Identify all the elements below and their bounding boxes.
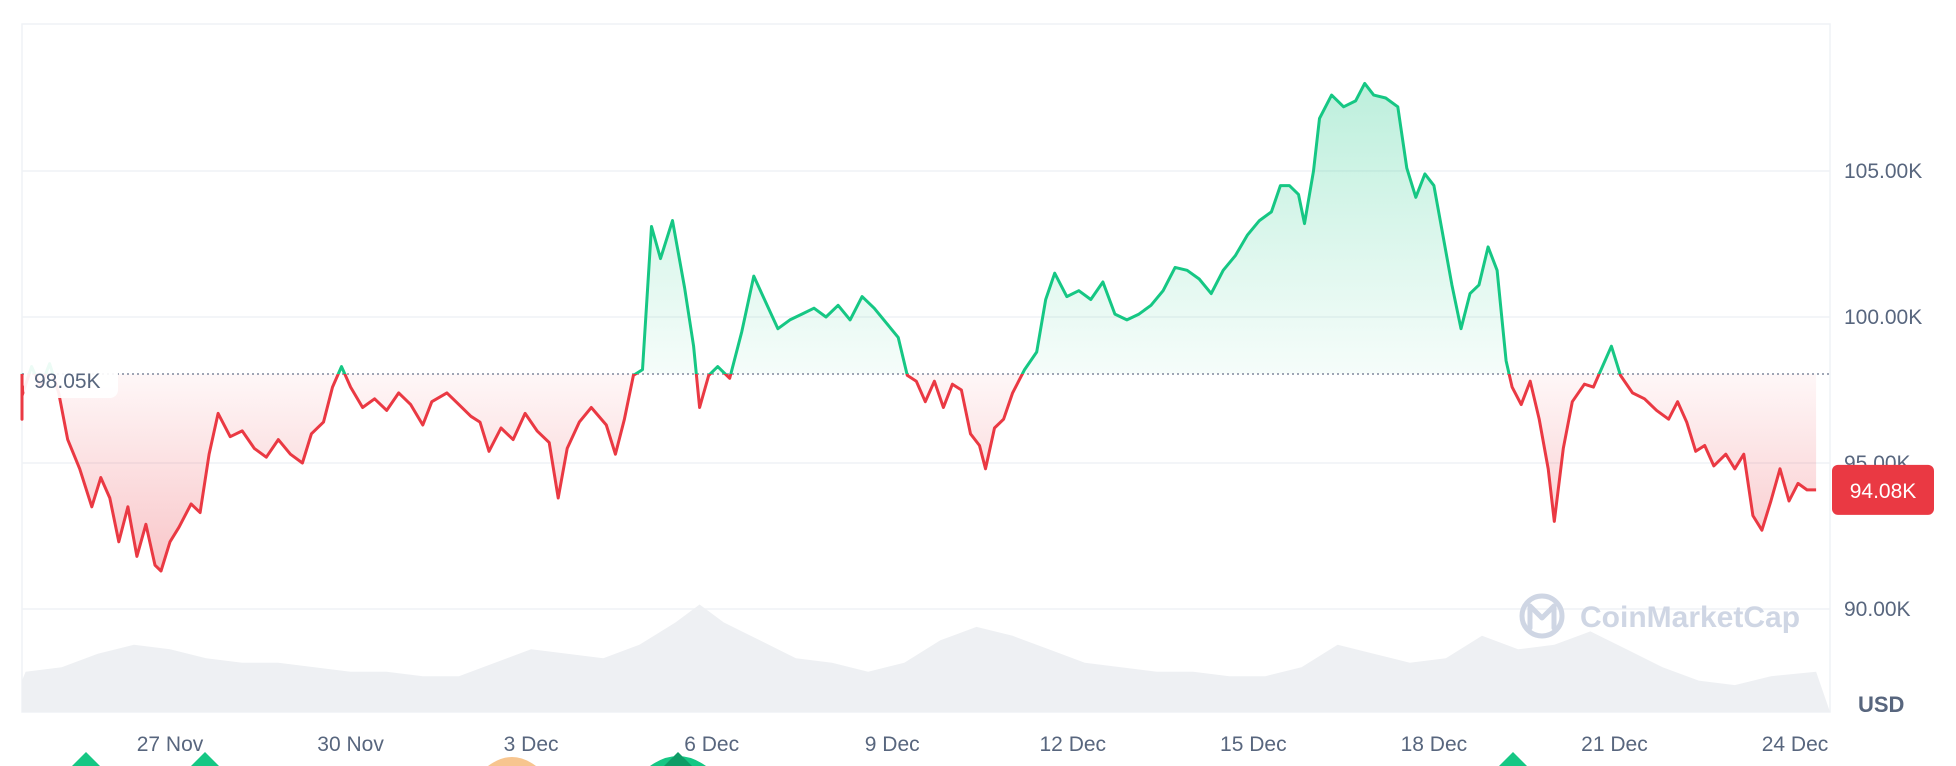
x-tick-label: 21 Dec <box>1581 733 1648 756</box>
y-tick-label: 105.00K <box>1844 160 1922 183</box>
x-tick-label: 18 Dec <box>1401 733 1468 756</box>
event-markers <box>72 752 1527 766</box>
watermark-text: CoinMarketCap <box>1580 601 1800 634</box>
y-tick-label: 90.00K <box>1844 598 1911 621</box>
volume-area <box>22 604 1830 712</box>
event-marker-icon <box>1499 752 1527 766</box>
x-tick-label: 24 Dec <box>1762 733 1829 756</box>
x-tick-label: 6 Dec <box>684 733 739 756</box>
x-tick-label: 30 Nov <box>317 733 384 756</box>
coinmarketcap-logo-icon <box>1519 593 1565 639</box>
x-tick-label: 12 Dec <box>1040 733 1107 756</box>
x-tick-label: 9 Dec <box>865 733 920 756</box>
x-tick-label: 15 Dec <box>1220 733 1287 756</box>
event-marker-icon <box>191 752 219 766</box>
coinmarketcap-watermark: CoinMarketCap <box>1519 593 1800 639</box>
currency-unit-label: USD <box>1858 692 1904 717</box>
reference-value-badge: 98.05K <box>24 362 118 398</box>
event-marker-icon <box>488 757 536 766</box>
x-tick-label: 27 Nov <box>137 733 204 756</box>
x-tick-label: 3 Dec <box>504 733 559 756</box>
x-axis: 27 Nov 30 Nov 3 Dec 6 Dec 9 Dec 12 Dec 15 Dec 1… <box>137 733 1829 756</box>
event-marker-icon <box>72 752 100 766</box>
area-fill-below <box>22 373 1817 571</box>
series-line-above <box>20 81 1622 374</box>
current-price-label: 94.08K <box>1850 480 1917 503</box>
area-fill-above <box>22 83 1817 374</box>
current-price-badge: 94.08K <box>1832 464 1934 515</box>
reference-value-label: 98.05K <box>34 370 101 393</box>
event-marker-icon <box>664 752 692 766</box>
y-tick-label: 100.00K <box>1844 306 1922 329</box>
series-line-below <box>20 373 1817 573</box>
